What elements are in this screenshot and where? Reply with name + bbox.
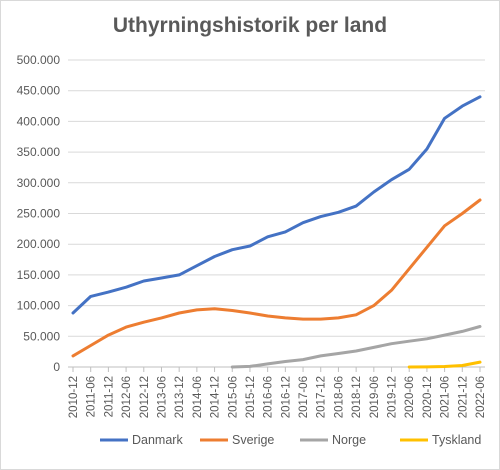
legend-label: Norge [332,433,366,447]
y-tick-label: 200.000 [17,237,61,251]
x-tick-label: 2021-12 [457,376,469,418]
x-tick-label: 2014-06 [192,376,204,418]
legend: Danmark Sverige Norge Tyskland [100,433,481,447]
y-tick-label: 250.000 [17,207,61,221]
chart-title: Uthyrningshistorik per land [112,14,388,37]
x-tick-label: 2015-06 [227,376,239,418]
x-tick-label: 2011-12 [103,376,115,417]
x-tick-label: 2014-12 [210,376,222,418]
y-tick-label: 150.000 [17,268,61,282]
x-axis: 2010-12 2011-06 2011-12 2012-06 2012-12 2013-… [68,367,487,418]
x-tick-label: 2011-06 [86,376,98,417]
x-tick-label: 2020-12 [422,376,434,418]
x-tick-label: 2016-06 [263,376,275,418]
x-tick-label: 2021-06 [440,376,452,418]
legend-label: Tyskland [432,433,481,447]
x-tick-label: 2015-12 [245,376,257,418]
y-tick-label: 350.000 [17,145,61,159]
x-tick-label: 2013-06 [156,376,168,418]
y-tick-label: 0 [53,360,60,374]
x-tick-label: 2013-12 [174,376,186,418]
series-line-sverige [71,198,482,358]
y-tick-label: 300.000 [17,176,61,190]
x-tick-label: 2010-12 [68,376,80,418]
series-lines [71,95,482,369]
x-tick-label: 2017-06 [298,376,310,418]
y-tick-label: 100.000 [17,299,61,313]
legend-label: Sverige [232,433,274,447]
x-tick-label: 2012-06 [121,376,133,418]
series-line-norge [230,325,482,369]
y-tick-label: 500.000 [17,53,61,67]
x-tick-label: 2018-12 [351,376,363,418]
y-tick-label: 400.000 [17,114,61,128]
x-tick-label: 2019-06 [369,376,381,418]
x-tick-label: 2017-12 [316,376,328,418]
x-tick-label: 2019-12 [387,376,399,418]
y-tick-label: 450.000 [17,84,61,98]
gridlines [68,59,485,368]
x-tick-label: 2022-06 [475,376,487,418]
x-tick-label: 2016-12 [280,376,292,418]
x-tick-label: 2012-12 [139,376,151,418]
y-tick-label: 50.000 [23,329,60,343]
series-line-tyskland [407,360,482,369]
x-tick-label: 2020-06 [404,376,416,418]
x-tick-label: 2018-06 [333,376,345,418]
legend-label: Danmark [132,433,183,447]
y-axis-ticks: 0 50.000 100.000 150.000 200.000 250.000 300.0… [17,53,61,374]
series-line-danmark [71,95,482,315]
